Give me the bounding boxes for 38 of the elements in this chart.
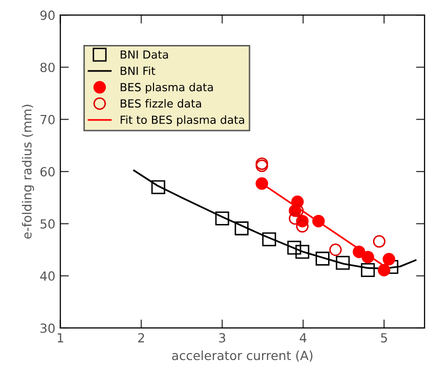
point [151, 180, 166, 194]
point [360, 263, 375, 278]
point [316, 252, 330, 266]
point [215, 212, 230, 226]
point [382, 252, 396, 266]
x-tick-label: 3 [219, 333, 226, 343]
y-tick-label: 60 [40, 167, 55, 176]
y-tick-label: 80 [40, 62, 55, 72]
y-tick-label: 40 [40, 271, 55, 281]
point [378, 264, 390, 276]
point [234, 221, 249, 236]
y-tick-label: 90 [40, 10, 55, 20]
point [295, 244, 310, 259]
x-tick-label: 1 [58, 333, 64, 342]
y-axis-title: e-folding radius (mm) [22, 104, 34, 239]
legend-label: BNI Data [120, 50, 168, 59]
point [296, 220, 309, 233]
legend-label: BES fizzle data [120, 99, 202, 108]
x-tick-label: 2 [138, 333, 144, 342]
point [287, 240, 302, 255]
x-tick-label: 4 [300, 333, 306, 342]
point [291, 204, 304, 217]
x-axis-title: accelerator current (A) [172, 350, 312, 362]
y-tick-label: 30 [40, 323, 55, 333]
point [372, 235, 386, 248]
point [288, 212, 302, 225]
point [262, 232, 276, 246]
point [329, 244, 342, 256]
legend-label: BNI Fit [120, 66, 156, 75]
legend-label: Fit to BES plasma data [120, 115, 244, 126]
y-tick-label: 70 [40, 114, 55, 124]
point [256, 157, 268, 170]
y-tick-label: 50 [40, 219, 55, 229]
point [256, 160, 268, 172]
x-tick-label: 5 [381, 333, 387, 343]
point [256, 177, 268, 190]
legend-label: BES plasma data [120, 82, 213, 94]
point [336, 256, 350, 270]
